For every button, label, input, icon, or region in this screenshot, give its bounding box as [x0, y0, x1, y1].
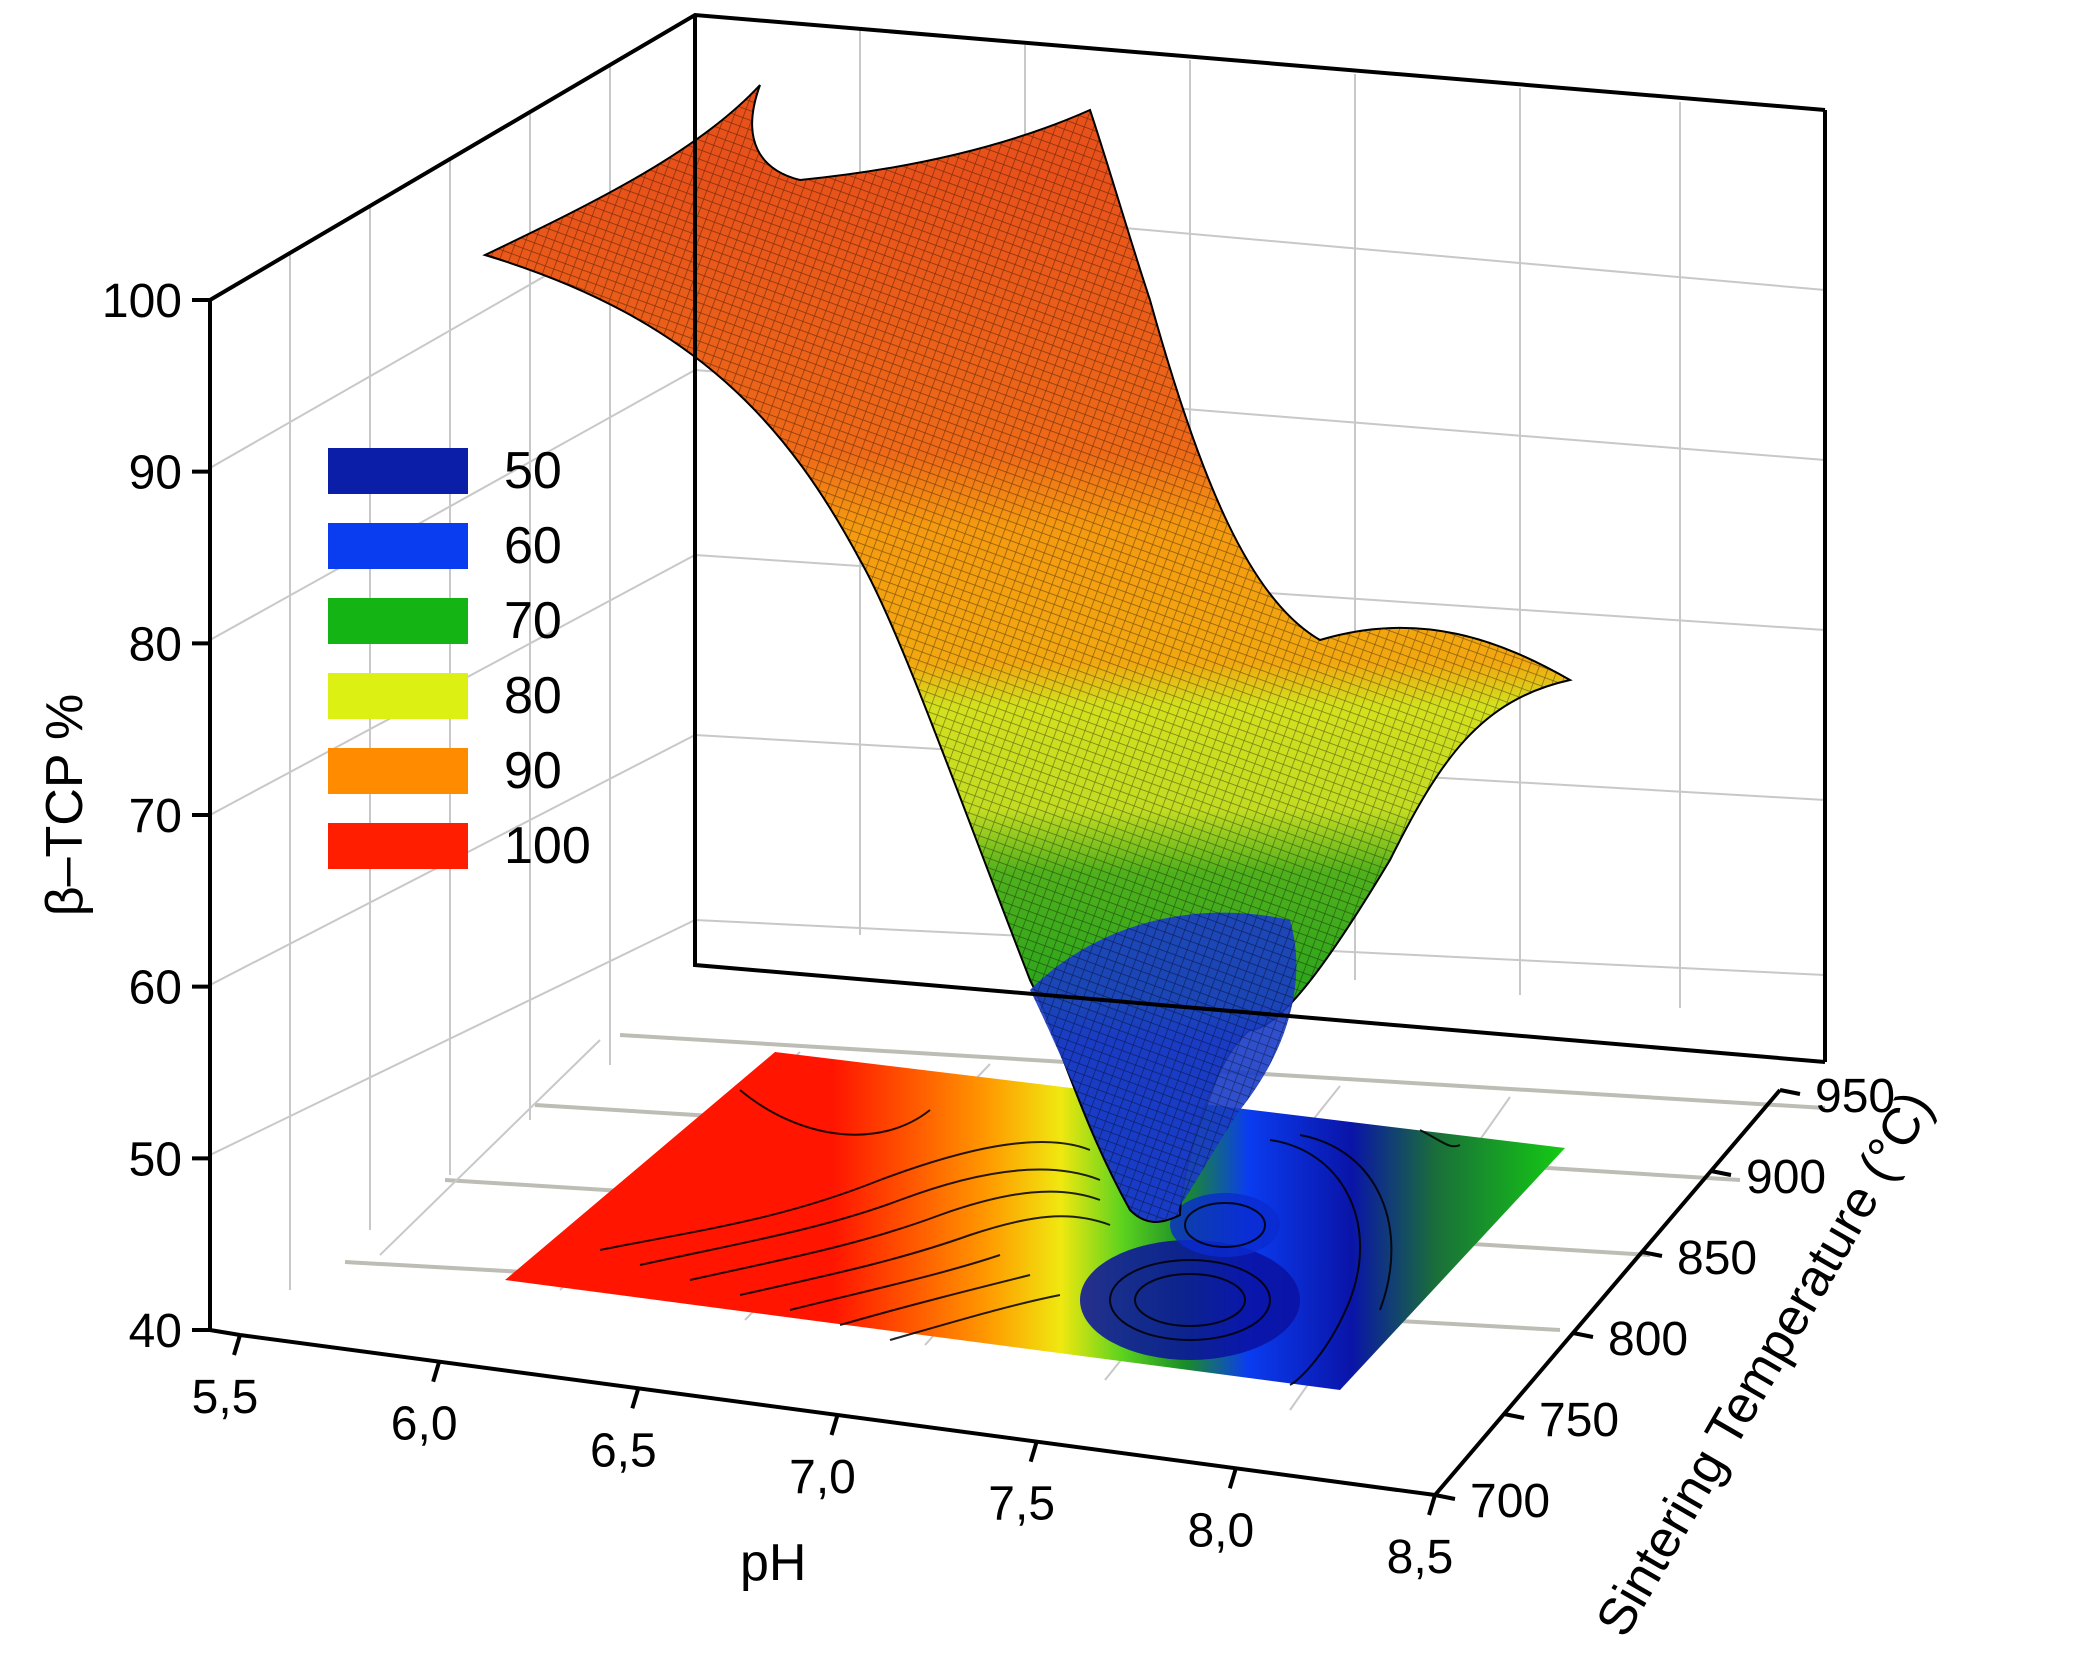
x-tick-mark	[232, 1334, 242, 1356]
x-tick-mark	[1227, 1467, 1238, 1489]
y-tick-label: 850	[1677, 1232, 1757, 1285]
x-tick-label: 5,5	[192, 1371, 259, 1424]
legend-swatch	[328, 523, 468, 569]
legend-swatch	[328, 598, 468, 644]
z-tick-label: 70	[129, 790, 182, 843]
legend-label: 50	[504, 442, 562, 500]
z-tick-label: 40	[129, 1305, 182, 1358]
y-tick-label: 950	[1815, 1070, 1895, 1123]
x-tick-mark	[1427, 1494, 1437, 1516]
response-surface	[482, 84, 1573, 1223]
x-tick-mark	[1028, 1441, 1039, 1463]
z-tick-label: 100	[102, 275, 182, 328]
x-tick-label: 7,0	[789, 1451, 856, 1504]
y-tick-mark	[1434, 1493, 1456, 1501]
legend-label: 70	[504, 592, 562, 650]
legend-label: 80	[504, 667, 562, 725]
z-axis-ticks: 40 50 60 70 80 90 100	[102, 275, 210, 1358]
x-axis-ticks: 5,5 6,0 6,5 7,0 7,5 8,0 8,5	[192, 1334, 1454, 1584]
legend-label: 100	[504, 817, 591, 875]
legend: 50 60 70 80 90 100	[328, 442, 591, 875]
y-tick-label: 700	[1470, 1475, 1550, 1528]
x-tick-mark	[630, 1387, 641, 1409]
x-tick-mark	[431, 1361, 442, 1383]
legend-swatch	[328, 448, 468, 494]
y-tick-label: 900	[1746, 1151, 1826, 1204]
y-tick-mark	[1710, 1169, 1732, 1177]
y-axis-ticks: 700 750 800 850 900 950	[1434, 1070, 1895, 1528]
x-tick-label: 7,5	[988, 1478, 1055, 1531]
z-tick-label: 80	[129, 618, 182, 671]
x-tick-label: 6,5	[590, 1424, 657, 1477]
y-tick-mark	[1641, 1250, 1663, 1258]
y-tick-mark	[1503, 1412, 1525, 1420]
x-tick-mark	[829, 1414, 840, 1436]
z-tick-label: 50	[129, 1133, 182, 1186]
legend-swatch	[328, 673, 468, 719]
y-tick-label: 800	[1608, 1313, 1688, 1366]
x-tick-label: 6,0	[391, 1398, 458, 1451]
x-tick-label: 8,0	[1187, 1504, 1254, 1557]
z-tick-label: 90	[129, 447, 182, 500]
y-tick-mark	[1779, 1088, 1801, 1096]
y-tick-mark	[1572, 1331, 1594, 1339]
floor-contour-map	[505, 1052, 1565, 1390]
legend-label: 60	[504, 517, 562, 575]
z-tick-label: 60	[129, 962, 182, 1015]
legend-swatch	[328, 823, 468, 869]
x-axis-title: pH	[740, 1534, 806, 1592]
legend-label: 90	[504, 742, 562, 800]
z-axis-title: β–TCP %	[36, 694, 94, 917]
x-tick-label: 8,5	[1387, 1531, 1454, 1584]
y-tick-label: 750	[1539, 1394, 1619, 1447]
legend-swatch	[328, 748, 468, 794]
